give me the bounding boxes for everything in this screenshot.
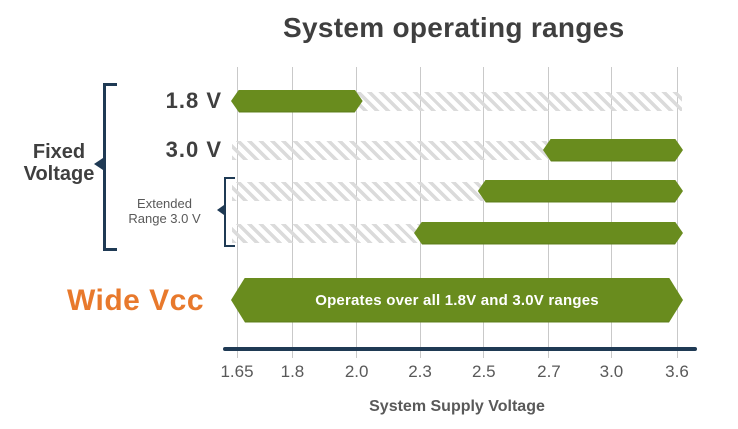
wide-vcc-bar-label: Operates over all 1.8V and 3.0V ranges [315, 291, 599, 309]
extended-range-bracket-pointer-icon [217, 205, 224, 215]
gridline [610, 67, 612, 358]
operating-range-bar [414, 222, 683, 245]
axis-tick-label: 2.3 [408, 362, 432, 381]
fixed-voltage-bracket-pointer-icon [94, 158, 103, 170]
operating-range-bar [478, 180, 683, 203]
row-label-1v8: 1.8 V [165, 88, 222, 113]
fixed-voltage-label: Fixed Voltage [20, 141, 98, 185]
chart-title: System operating ranges [283, 12, 625, 43]
gridline [291, 67, 293, 358]
extended-range-label-line2: Range 3.0 V [128, 211, 201, 226]
gridline [419, 67, 421, 358]
axis-tick-label: 2.7 [537, 362, 561, 381]
axis-tick-label: 2.5 [472, 362, 496, 381]
fixed-voltage-bracket [103, 83, 117, 251]
gridline [356, 67, 358, 358]
unsupported-range-hatch [232, 140, 554, 160]
fixed-voltage-label-line1: Fixed [32, 141, 86, 163]
x-axis-line [223, 347, 697, 351]
fixed-voltage-label-line2: Voltage [23, 163, 95, 185]
axis-tick-label: 1.65 [220, 362, 254, 381]
unsupported-range-hatch [232, 223, 426, 243]
axis-tick-label: 3.0 [599, 362, 624, 381]
axis-tick-label: 3.6 [665, 362, 689, 381]
operating-range-bar [231, 90, 363, 113]
axis-tick-label: 2.0 [344, 362, 369, 381]
extended-range-label: Extended Range 3.0 V [116, 196, 213, 226]
row-label-3v0: 3.0 V [165, 137, 222, 162]
gridline [676, 67, 678, 358]
gridline [548, 67, 550, 358]
extended-range-bracket [224, 177, 235, 247]
unsupported-range-hatch [232, 181, 489, 201]
unsupported-range-hatch [351, 91, 682, 111]
gridline [236, 67, 238, 358]
operating-range-bar [543, 139, 683, 162]
gridline [483, 67, 485, 358]
wide-vcc-label: Wide Vcc [66, 284, 205, 317]
extended-range-label-line1: Extended [137, 196, 192, 211]
x-axis-title: System Supply Voltage [369, 398, 545, 415]
axis-tick-label: 1.8 [280, 362, 305, 381]
wide-vcc-bar: Operates over all 1.8V and 3.0V ranges [231, 278, 683, 323]
